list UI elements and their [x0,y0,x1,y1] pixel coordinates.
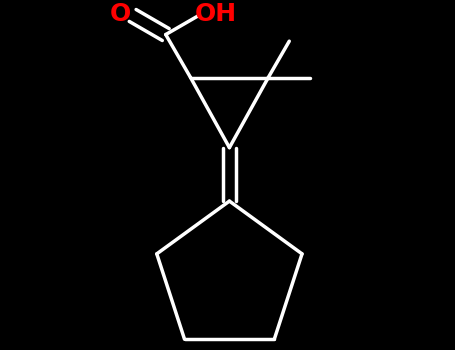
Text: OH: OH [195,1,237,26]
Text: O: O [110,1,131,26]
